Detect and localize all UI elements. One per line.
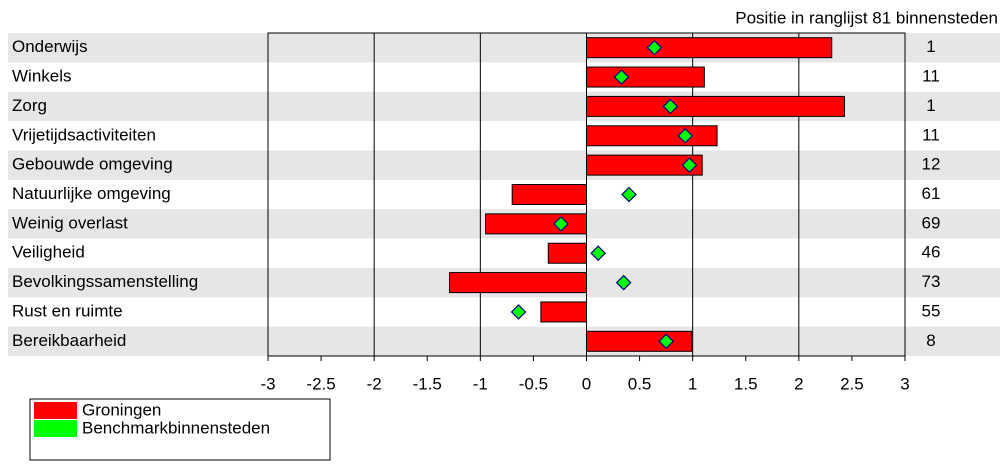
category-label: Winkels bbox=[12, 67, 72, 86]
benchmark-marker bbox=[590, 245, 607, 262]
benchmark-marker bbox=[615, 274, 632, 291]
x-tick-label: -1.5 bbox=[413, 374, 442, 393]
benchmark-marker bbox=[613, 69, 630, 85]
category-label: Bereikbaarheid bbox=[12, 331, 126, 350]
benchmark-marker bbox=[677, 127, 694, 144]
bar bbox=[586, 37, 833, 59]
rank-label: 61 bbox=[922, 184, 941, 203]
row-stripe bbox=[8, 326, 1000, 356]
rank-title: Positie in ranglijst 81 binnensteden bbox=[735, 8, 998, 27]
x-tick-label: -2.5 bbox=[306, 374, 335, 393]
x-tick-label: -2 bbox=[367, 374, 382, 393]
x-tick-label: 3 bbox=[900, 374, 909, 393]
row-stripe bbox=[8, 91, 1000, 122]
benchmark-marker bbox=[662, 98, 679, 115]
category-label: Rust en ruimte bbox=[12, 301, 123, 320]
legend-swatch bbox=[34, 402, 77, 419]
category-label: Vrijetijdsactiviteiten bbox=[12, 125, 156, 144]
category-label: Gebouwde omgeving bbox=[12, 155, 173, 174]
benchmark-marker bbox=[658, 333, 674, 350]
bar bbox=[586, 95, 845, 117]
x-tick-label: 0.5 bbox=[628, 374, 652, 393]
row-stripe bbox=[8, 33, 1000, 63]
benchmark-marker bbox=[646, 39, 663, 56]
legend-label: Benchmarkbinnensteden bbox=[82, 418, 270, 437]
category-label: Natuurlijke omgeving bbox=[12, 184, 171, 203]
rank-label: 1 bbox=[926, 96, 935, 115]
legend-box bbox=[29, 398, 331, 461]
bar bbox=[511, 184, 588, 205]
x-tick-label: -3 bbox=[260, 374, 275, 393]
category-label: Veiligheid bbox=[12, 243, 85, 262]
benchmark-marker bbox=[681, 157, 698, 173]
rank-label: 11 bbox=[922, 67, 940, 86]
rank-label: 73 bbox=[922, 272, 941, 291]
x-tick-label: 1.5 bbox=[734, 374, 758, 393]
bar bbox=[586, 125, 718, 147]
bar bbox=[547, 242, 588, 264]
rank-label: 69 bbox=[922, 213, 941, 232]
x-tick-label: 2.5 bbox=[840, 374, 864, 393]
bar bbox=[586, 330, 693, 352]
legend-swatch bbox=[34, 420, 77, 437]
bar bbox=[586, 66, 705, 88]
rank-label: 55 bbox=[922, 301, 941, 320]
x-tick-label: 0 bbox=[582, 374, 591, 393]
bar bbox=[540, 301, 587, 323]
category-label: Onderwijs bbox=[12, 37, 88, 56]
x-tick-label: -0.5 bbox=[519, 374, 548, 393]
benchmark-marker bbox=[510, 304, 527, 320]
rank-label: 11 bbox=[922, 125, 940, 144]
rank-label: 46 bbox=[922, 243, 941, 262]
benchmark-marker bbox=[553, 216, 569, 232]
rank-label: 1 bbox=[926, 37, 935, 56]
benchmark-marker bbox=[621, 186, 637, 203]
rank-label: 8 bbox=[926, 331, 935, 350]
bar bbox=[485, 213, 587, 235]
category-label: Zorg bbox=[12, 96, 47, 115]
x-tick-label: -1 bbox=[473, 374, 488, 393]
category-label: Weinig overlast bbox=[12, 213, 128, 232]
bar bbox=[586, 154, 703, 176]
category-label: Bevolkingssamenstelling bbox=[12, 272, 198, 291]
rank-label: 12 bbox=[922, 155, 941, 174]
legend-label: Groningen bbox=[82, 400, 161, 419]
bar bbox=[449, 272, 588, 294]
x-tick-label: 1 bbox=[688, 374, 697, 393]
x-tick-label: 2 bbox=[794, 374, 803, 393]
row-stripe bbox=[8, 150, 1000, 180]
